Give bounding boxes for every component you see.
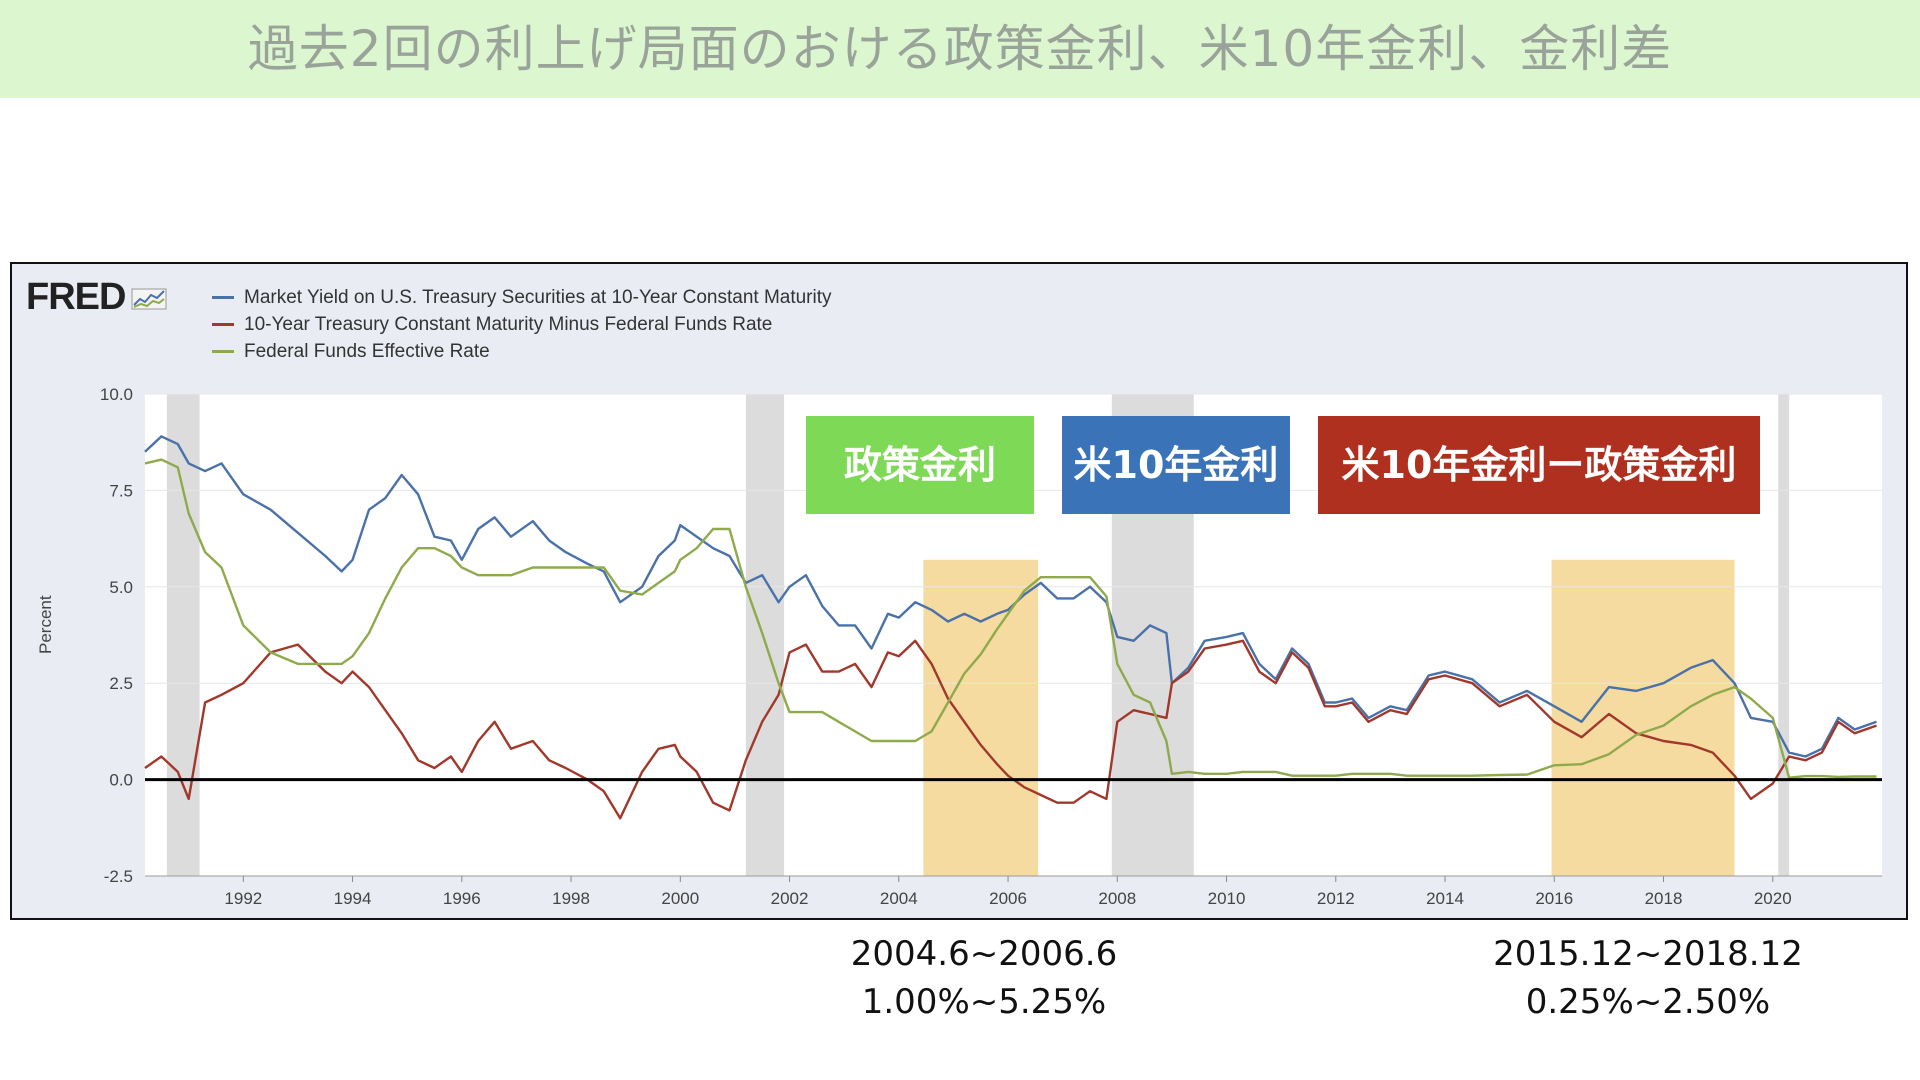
x-tick-label: 2000 [661, 889, 699, 908]
series-line-fed-funds [144, 458, 1877, 779]
x-tick-label: 2014 [1426, 889, 1464, 908]
x-tick-label: 2012 [1317, 889, 1355, 908]
title-band [0, 0, 1920, 98]
page-title: 過去2回の利上げ局面のおける政策金利、米10年金利、金利差 [247, 20, 1673, 78]
series-line-spread [144, 639, 1877, 820]
y-tick-label: 7.5 [109, 481, 133, 500]
x-tick-label: 2006 [989, 889, 1027, 908]
x-tick-label: 2008 [1098, 889, 1136, 908]
chart-legend: Market Yield on U.S. Treasury Securities… [212, 284, 832, 365]
legend-swatch-spread [212, 323, 234, 326]
highlight-band-1 [1551, 559, 1735, 876]
caption-second-range: 0.25%~2.50% [1525, 982, 1771, 1022]
recession-band-1 [745, 394, 785, 876]
fred-graph-icon [131, 288, 167, 310]
label-box-policy-rate: 政策金利 [806, 416, 1034, 514]
y-tick-label: -2.5 [104, 867, 133, 886]
fred-logo-text: FRED [26, 276, 126, 318]
series-line-treasury-10y [144, 435, 1877, 758]
y-tick-label: 5.0 [109, 578, 133, 597]
caption-second-period: 2015.12~2018.12 [1493, 934, 1803, 974]
y-tick-label: 2.5 [109, 674, 133, 693]
x-tick-label: 1994 [334, 889, 372, 908]
chart-plot: 10.0 7.5 5.0 2.5 0.0 -2.5 1992 1994 1996 1998 2000… [100, 385, 1882, 908]
label-box-spread: 米10年金利ー政策金利 [1318, 416, 1760, 514]
x-tick-label: 1992 [224, 889, 262, 908]
legend-label-treasury: Market Yield on U.S. Treasury Securities… [244, 286, 832, 308]
caption-first-range: 1.00%~5.25% [861, 982, 1107, 1022]
legend-item-ffr: Federal Funds Effective Rate [212, 338, 832, 365]
highlight-band-0 [923, 559, 1039, 876]
x-tick-label: 2020 [1754, 889, 1792, 908]
y-tick-label: 10.0 [100, 385, 133, 404]
legend-item-spread: 10-Year Treasury Constant Maturity Minus… [212, 311, 832, 338]
fred-logo: FRED [26, 276, 169, 319]
recession-band-3 [1778, 394, 1790, 876]
x-tick-label: 1996 [443, 889, 481, 908]
x-tick-label: 1998 [552, 889, 590, 908]
x-tick-label: 2018 [1645, 889, 1683, 908]
caption-first-period: 2004.6~2006.6 [850, 934, 1118, 974]
legend-swatch-treasury [212, 296, 234, 299]
chart-frame: FRED Market Yield on U.S. Treasury Secur… [10, 262, 1908, 920]
legend-label-ffr: Federal Funds Effective Rate [244, 340, 490, 362]
label-box-us10y: 米10年金利 [1062, 416, 1290, 514]
x-tick-label: 2010 [1208, 889, 1246, 908]
legend-item-treasury: Market Yield on U.S. Treasury Securities… [212, 284, 832, 311]
x-tick-label: 2004 [880, 889, 918, 908]
x-tick-label: 2016 [1535, 889, 1573, 908]
legend-swatch-ffr [212, 350, 234, 353]
recession-band-0 [166, 394, 200, 876]
legend-label-spread: 10-Year Treasury Constant Maturity Minus… [244, 313, 773, 335]
y-tick-label: 0.0 [109, 771, 133, 790]
x-tick-label: 2002 [771, 889, 809, 908]
